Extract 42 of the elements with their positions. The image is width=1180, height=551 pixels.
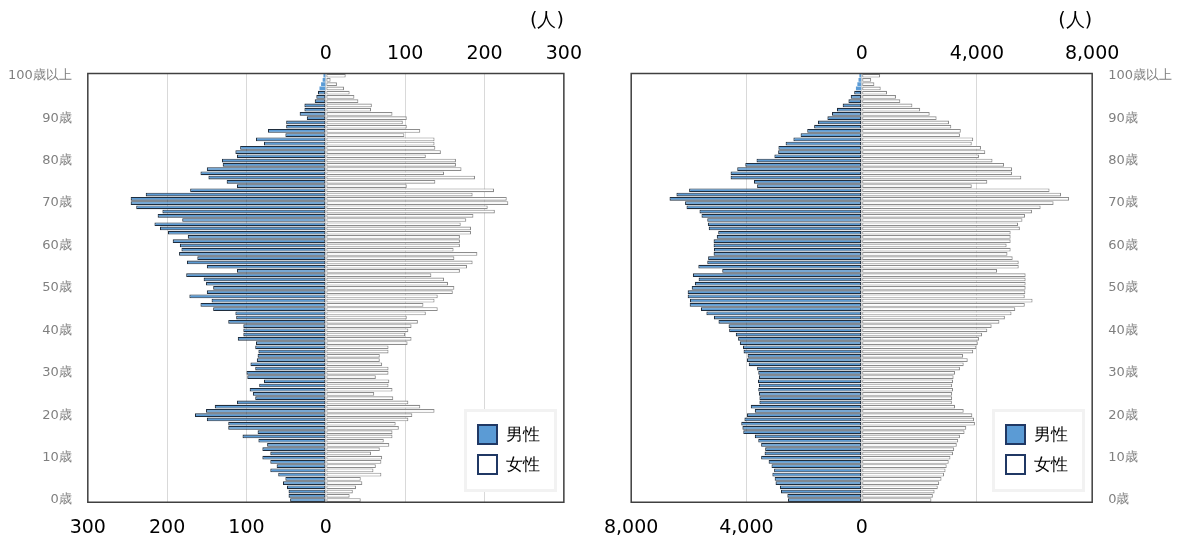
y-tick-label: 70歳 <box>42 194 72 210</box>
legend-label: 男性 <box>1034 423 1069 447</box>
x2-tick-label: 200 <box>466 41 503 64</box>
x2-tick-label: 0 <box>319 41 332 64</box>
y-tick-label: 20歳 <box>1108 406 1138 422</box>
x-tick-label: 8,000 <box>603 514 659 537</box>
x2-axis-title: (人) <box>530 8 564 31</box>
y-tick-label: 80歳 <box>42 151 72 167</box>
x2-tick-label: 100 <box>387 41 424 64</box>
x-tick-label: 300 <box>69 514 106 537</box>
y-tick-label: 90歳 <box>42 109 72 125</box>
y-tick-label: 10歳 <box>1108 449 1138 465</box>
legend-label: 男性 <box>505 423 540 447</box>
y-tick-label: 20歳 <box>42 406 72 422</box>
y-tick-label: 50歳 <box>1108 279 1138 295</box>
x2-tick-label: 8,000 <box>1064 41 1120 64</box>
text: 女性 <box>1034 453 1069 477</box>
y-tick-label: 100歳以上 <box>1108 67 1173 83</box>
x-tick-label: 4,000 <box>719 514 774 537</box>
text: 女性 <box>505 453 540 477</box>
y-tick-label: 60歳 <box>1108 236 1138 252</box>
x-tick-label: 0 <box>855 514 868 537</box>
y-tick-label: 100歳以上 <box>7 67 72 83</box>
y-tick-label: 40歳 <box>42 321 72 337</box>
y-tick-label: 90歳 <box>1108 109 1138 125</box>
y-tick-label: 30歳 <box>1108 364 1138 380</box>
y-tick-label: 0歳 <box>50 491 72 507</box>
y-tick-label: 10歳 <box>42 449 72 465</box>
x2-tick-label: 300 <box>545 41 582 64</box>
y-tick-label: 80歳 <box>1108 151 1138 167</box>
y-tick-label: 60歳 <box>42 236 72 252</box>
x2-axis-title: (人) <box>1058 8 1093 31</box>
y-tick-label: 30歳 <box>42 364 72 380</box>
y-tick-label: 50歳 <box>42 279 72 295</box>
y-tick-label: 0歳 <box>1108 491 1130 507</box>
y-tick-label: 40歳 <box>1108 321 1138 337</box>
x2-tick-label: 0 <box>855 41 868 64</box>
x-tick-label: 100 <box>228 514 265 537</box>
x-tick-label: 200 <box>149 514 186 537</box>
x-tick-label: 0 <box>319 514 332 537</box>
x2-tick-label: 4,000 <box>949 41 1005 64</box>
y-tick-label: 70歳 <box>1108 194 1138 210</box>
